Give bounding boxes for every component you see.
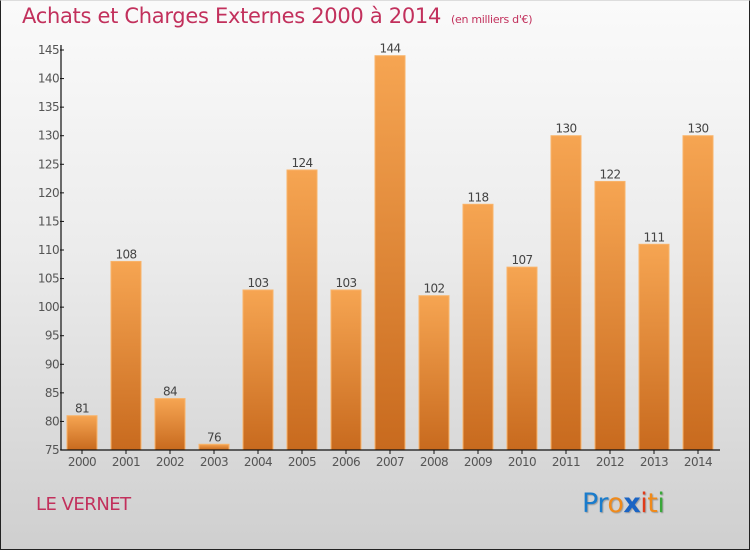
title-text: Achats et Charges Externes 2000 à 2014 bbox=[22, 4, 442, 28]
y-axis: 75 80 85 90 95 100 105 110 115 120 125 130 135 140 145 bbox=[38, 43, 64, 457]
y-tick-label: 110 bbox=[38, 243, 59, 257]
commune-name: LE VERNET bbox=[36, 494, 131, 515]
data-label: 107 bbox=[511, 253, 532, 267]
y-tick-label: 120 bbox=[38, 186, 59, 200]
x-tick-label: 2011 bbox=[552, 455, 580, 469]
x-tick-label: 2013 bbox=[640, 455, 668, 469]
bar-2001[interactable] bbox=[110, 260, 142, 451]
y-tick-label: 95 bbox=[45, 329, 59, 343]
logo-letter: x bbox=[623, 488, 641, 519]
y-tick-label: 145 bbox=[38, 43, 59, 57]
data-label: 103 bbox=[335, 276, 356, 290]
bar-2005[interactable] bbox=[286, 169, 318, 451]
bar-2014[interactable] bbox=[682, 135, 714, 451]
x-tick-label: 2002 bbox=[156, 455, 184, 469]
logo-letter: P bbox=[582, 488, 598, 519]
y-tick-label: 140 bbox=[38, 72, 59, 86]
bar-2010[interactable] bbox=[506, 266, 538, 451]
bar-2011[interactable] bbox=[550, 135, 582, 451]
proxiti-logo[interactable]: Proxiti bbox=[582, 488, 665, 519]
bar-2000[interactable] bbox=[66, 415, 98, 451]
data-label: 102 bbox=[423, 282, 444, 296]
y-tick-label: 125 bbox=[38, 157, 59, 171]
data-label: 81 bbox=[75, 402, 89, 416]
data-label: 130 bbox=[555, 122, 576, 136]
data-label: 108 bbox=[115, 247, 136, 261]
logo-letter: t bbox=[647, 488, 658, 519]
bar-2002[interactable] bbox=[154, 398, 186, 451]
data-label: 111 bbox=[643, 230, 664, 244]
y-tick-label: 90 bbox=[45, 357, 59, 371]
x-tick-label: 2006 bbox=[332, 455, 360, 469]
logo-letter: r bbox=[597, 488, 608, 519]
y-tick-label: 75 bbox=[45, 443, 59, 457]
x-tick-label: 2009 bbox=[464, 455, 492, 469]
y-tick-label: 80 bbox=[45, 414, 59, 428]
x-tick-label: 2004 bbox=[244, 455, 272, 469]
y-tick-label: 85 bbox=[45, 386, 59, 400]
bar-2013[interactable] bbox=[638, 243, 670, 451]
bar-2009[interactable] bbox=[462, 203, 494, 451]
x-axis: 2000 2001 2002 2003 2004 2005 2006 2007 2008 2009… bbox=[61, 449, 720, 469]
y-tick-label: 105 bbox=[38, 272, 59, 286]
chart-title: Achats et Charges Externes 2000 à 2014 (e… bbox=[22, 4, 533, 28]
x-tick-label: 2008 bbox=[420, 455, 448, 469]
x-tick-label: 2012 bbox=[596, 455, 624, 469]
x-tick-label: 2003 bbox=[200, 455, 228, 469]
logo-letter: i bbox=[657, 488, 665, 519]
logo-letter: o bbox=[607, 488, 624, 519]
bar-2012[interactable] bbox=[594, 180, 626, 451]
data-label: 118 bbox=[467, 190, 488, 204]
data-label: 122 bbox=[599, 167, 620, 181]
bar-2006[interactable] bbox=[330, 289, 362, 451]
x-tick-label: 2007 bbox=[376, 455, 404, 469]
data-label: 84 bbox=[163, 385, 177, 399]
data-label: 124 bbox=[291, 156, 312, 170]
y-tick-label: 135 bbox=[38, 100, 59, 114]
bars-group: 81 108 84 76 103 124 103 144 102 118 107 130 122 111 1… bbox=[66, 42, 714, 451]
bar-2004[interactable] bbox=[242, 289, 274, 451]
x-tick-label: 2000 bbox=[68, 455, 96, 469]
logo-letter: i bbox=[640, 488, 648, 519]
x-tick-label: 2005 bbox=[288, 455, 316, 469]
bar-2008[interactable] bbox=[418, 295, 450, 451]
y-tick-label: 100 bbox=[38, 300, 59, 314]
y-tick-label: 130 bbox=[38, 129, 59, 143]
data-label: 130 bbox=[687, 122, 708, 136]
x-tick-label: 2014 bbox=[684, 455, 712, 469]
data-label: 103 bbox=[247, 276, 268, 290]
x-tick-label: 2001 bbox=[112, 455, 140, 469]
bar-2007[interactable] bbox=[374, 55, 406, 451]
bar-2003[interactable] bbox=[198, 443, 230, 451]
y-tick-label: 115 bbox=[38, 214, 59, 228]
x-tick-label: 2010 bbox=[508, 455, 536, 469]
data-label: 76 bbox=[207, 430, 221, 444]
unit-subtitle: (en milliers d'€) bbox=[451, 13, 533, 26]
data-label: 144 bbox=[379, 42, 400, 56]
